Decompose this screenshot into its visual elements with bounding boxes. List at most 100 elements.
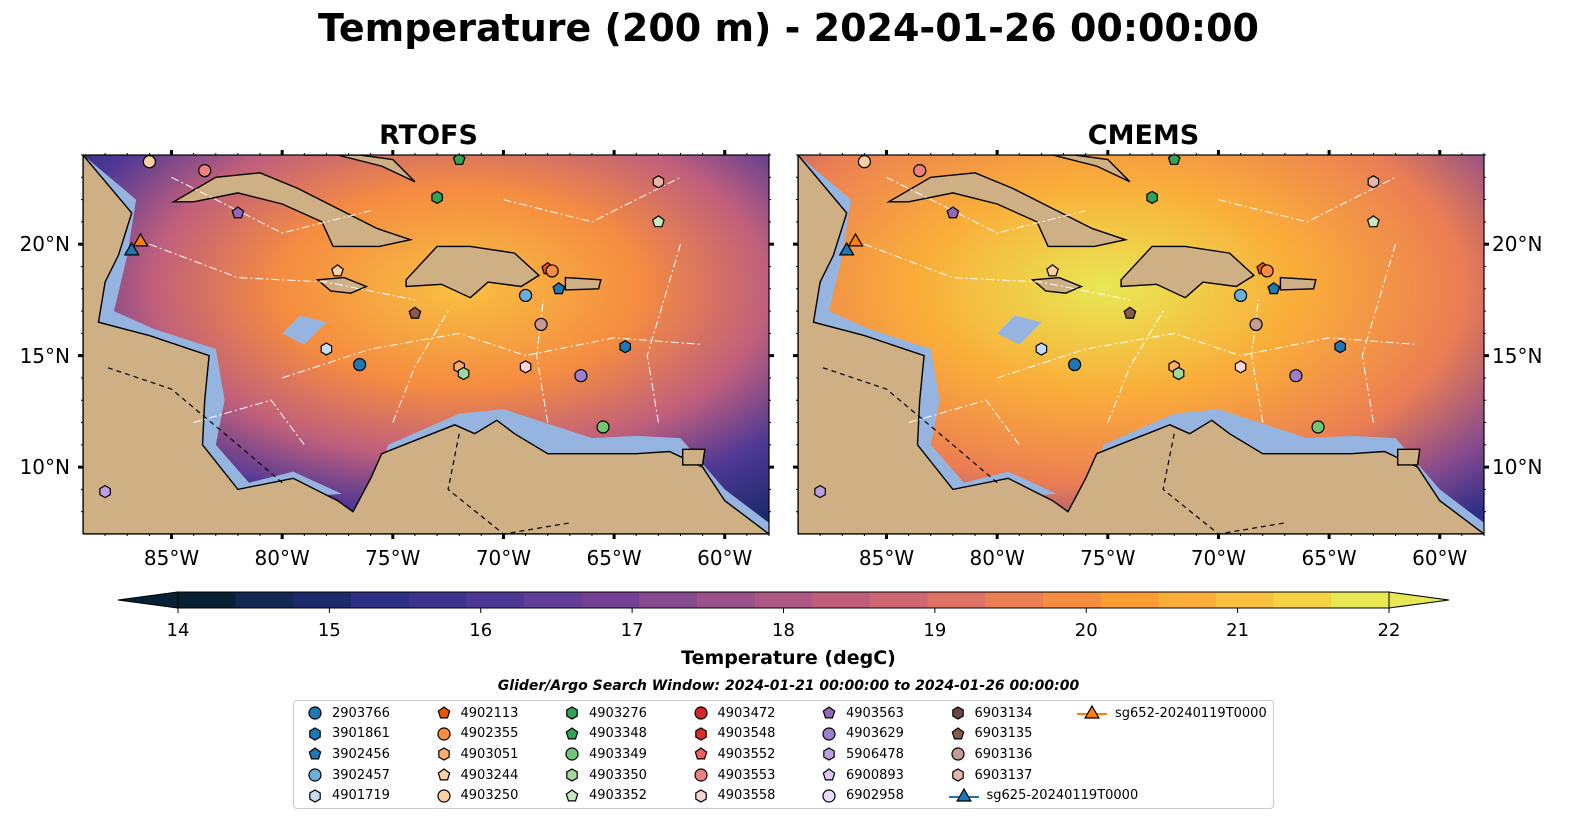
lon-tick-label: 80°W [969, 546, 1025, 570]
colorbar-tick-label: 19 [923, 620, 947, 641]
colorbar-segment [812, 592, 871, 608]
lon-tick-label: 65°W [1301, 546, 1357, 570]
legend-label: 4903552 [717, 746, 776, 762]
legend-marker-icon [308, 747, 322, 760]
legend-entry: 6902958 [820, 786, 904, 806]
lon-tick-label: 70°W [1190, 546, 1247, 570]
colorbar-segment [639, 592, 698, 608]
legend-marker-icon [437, 747, 450, 762]
legend: 2903766 3901861 3902456 3902457 4901719 49021… [293, 700, 1274, 809]
float-marker-4903558 [519, 360, 532, 374]
float-marker-3902456 [552, 282, 566, 295]
legend-entry: 3901861 [306, 724, 390, 744]
float-marker-6903135 [1123, 306, 1137, 319]
legend-entry: 4903552 [692, 744, 776, 764]
legend-entry: 4903349 [563, 744, 647, 764]
legend-marker-icon [822, 706, 836, 719]
legend-marker-icon [309, 726, 321, 741]
lat-tick-label-right: 15°N [1492, 343, 1543, 368]
float-marker-3901861 [1334, 340, 1347, 354]
legend-marker-icon [693, 706, 708, 720]
colorbar-tick-label: 18 [772, 620, 795, 641]
float-marker-sg625-20240119T0000 [838, 241, 855, 256]
legend-marker-icon [565, 789, 579, 802]
legend-label: 4903348 [589, 726, 647, 742]
lon-tick-label: 80°W [254, 546, 310, 570]
legend-marker [951, 706, 964, 720]
colorbar-segment [1273, 592, 1332, 608]
float-marker-4903349 [1311, 420, 1325, 434]
legend-marker-icon [565, 747, 579, 761]
legend-label: 6903137 [974, 767, 1033, 783]
legend-marker-icon [437, 768, 450, 781]
legend-marker [565, 789, 579, 802]
legend-entry: 4903548 [692, 724, 775, 744]
legend-marker [565, 726, 579, 740]
legend-marker [437, 706, 450, 719]
eez-boundary [171, 176, 371, 234]
legend-marker-icon [951, 706, 964, 720]
shelf-water [997, 315, 1042, 345]
lon-tick-label: 75°W [365, 546, 421, 570]
eez-boundary [1218, 176, 1396, 223]
lat-tick-label-right: 10°N [1492, 455, 1543, 480]
colorbar-extend-high [1388, 591, 1450, 609]
panel-title-rtofs: RTOFS [379, 120, 478, 151]
legend-entry: 4903558 [692, 786, 775, 806]
country-border [447, 433, 570, 534]
legend-marker-icon [951, 726, 964, 740]
legend-marker [693, 706, 708, 720]
panel-title-cmems: CMEMS [1087, 120, 1200, 151]
colorbar-tick-label: 14 [166, 620, 190, 641]
float-marker-4903350 [1172, 366, 1185, 381]
legend-entry: 3902456 [306, 744, 390, 764]
colorbar-segment [235, 592, 294, 608]
float-marker-3902456 [1267, 282, 1281, 295]
lat-tick-label-right: 20°N [1492, 232, 1543, 257]
legend-entry: 5906478 [820, 744, 904, 764]
legend-marker [694, 789, 707, 803]
legend-marker [566, 706, 578, 720]
legend-marker [437, 768, 450, 781]
legend-marker-icon [951, 768, 964, 782]
search-window-text: Glider/Argo Search Window: 2024-01-21 00… [497, 678, 1080, 694]
legend-entry: 6903134 [949, 703, 1033, 723]
shelf-water [282, 315, 327, 345]
colorbar-segment [351, 592, 410, 608]
float-marker-4903348 [452, 155, 466, 165]
float-marker-4903629 [574, 369, 588, 383]
float-marker-4903350 [457, 366, 470, 381]
float-marker-6903136 [534, 317, 548, 332]
legend-marker [822, 727, 836, 741]
land-hispaniola [1120, 245, 1256, 299]
legend-label: 6903135 [974, 726, 1033, 742]
colorbar-tick-label: 21 [1226, 620, 1250, 641]
float-marker-5906478 [99, 484, 111, 499]
legend-label: 4903563 [846, 705, 904, 721]
legend-label: 4903350 [589, 767, 647, 783]
float-marker-6903137 [1367, 175, 1380, 189]
lat-tick-label-left: 20°N [19, 232, 70, 257]
float-marker-2903766 [1068, 357, 1082, 372]
legend-label: 6900893 [846, 767, 904, 783]
eez-boundary [1361, 244, 1396, 423]
colorbar-tick-label: 17 [620, 620, 644, 641]
legend-label: 6903134 [974, 705, 1033, 721]
legend-marker-icon [566, 706, 578, 720]
legend-label: 4901719 [332, 788, 390, 804]
map-panel-cmems [793, 150, 1489, 539]
legend-entry: 4902355 [435, 724, 518, 744]
legend-label: 5906478 [846, 746, 904, 762]
land-centralAmerica [798, 155, 1484, 534]
map-frame [797, 154, 1485, 535]
float-marker-4901719 [1035, 342, 1048, 356]
legend-entry: 4903348 [563, 724, 647, 744]
legend-marker [950, 747, 965, 761]
float-marker-3902457 [1233, 288, 1248, 303]
legend-marker-icon [823, 747, 835, 762]
legend-label: 4903472 [717, 705, 776, 721]
colorbar-segment [927, 592, 986, 608]
legend-marker [1084, 704, 1100, 719]
lon-tick-label: 60°W [697, 546, 753, 570]
legend-marker-icon [436, 727, 451, 741]
